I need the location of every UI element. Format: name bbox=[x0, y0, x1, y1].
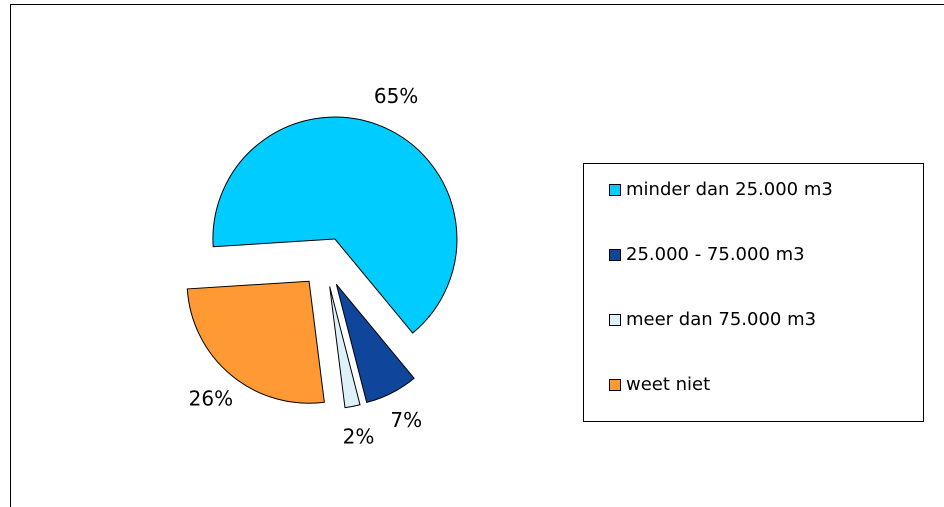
legend-swatch bbox=[609, 379, 621, 391]
legend-label: weet niet bbox=[626, 374, 710, 395]
data-label: 2% bbox=[343, 424, 375, 448]
legend-label: 25.000 - 75.000 m3 bbox=[626, 244, 805, 265]
data-label: 7% bbox=[390, 408, 422, 432]
pie-slice bbox=[186, 280, 325, 404]
pie-slice bbox=[335, 283, 415, 404]
data-label: 65% bbox=[374, 84, 418, 108]
legend-box bbox=[583, 163, 924, 422]
data-label: 26% bbox=[189, 386, 233, 410]
legend-swatch bbox=[609, 249, 621, 261]
legend-label: minder dan 25.000 m3 bbox=[626, 179, 833, 200]
legend-swatch bbox=[609, 184, 621, 196]
pie-slice bbox=[212, 116, 458, 334]
legend-label: meer dan 75.000 m3 bbox=[626, 309, 816, 330]
pie-slice bbox=[329, 286, 361, 409]
legend-swatch bbox=[609, 314, 621, 326]
